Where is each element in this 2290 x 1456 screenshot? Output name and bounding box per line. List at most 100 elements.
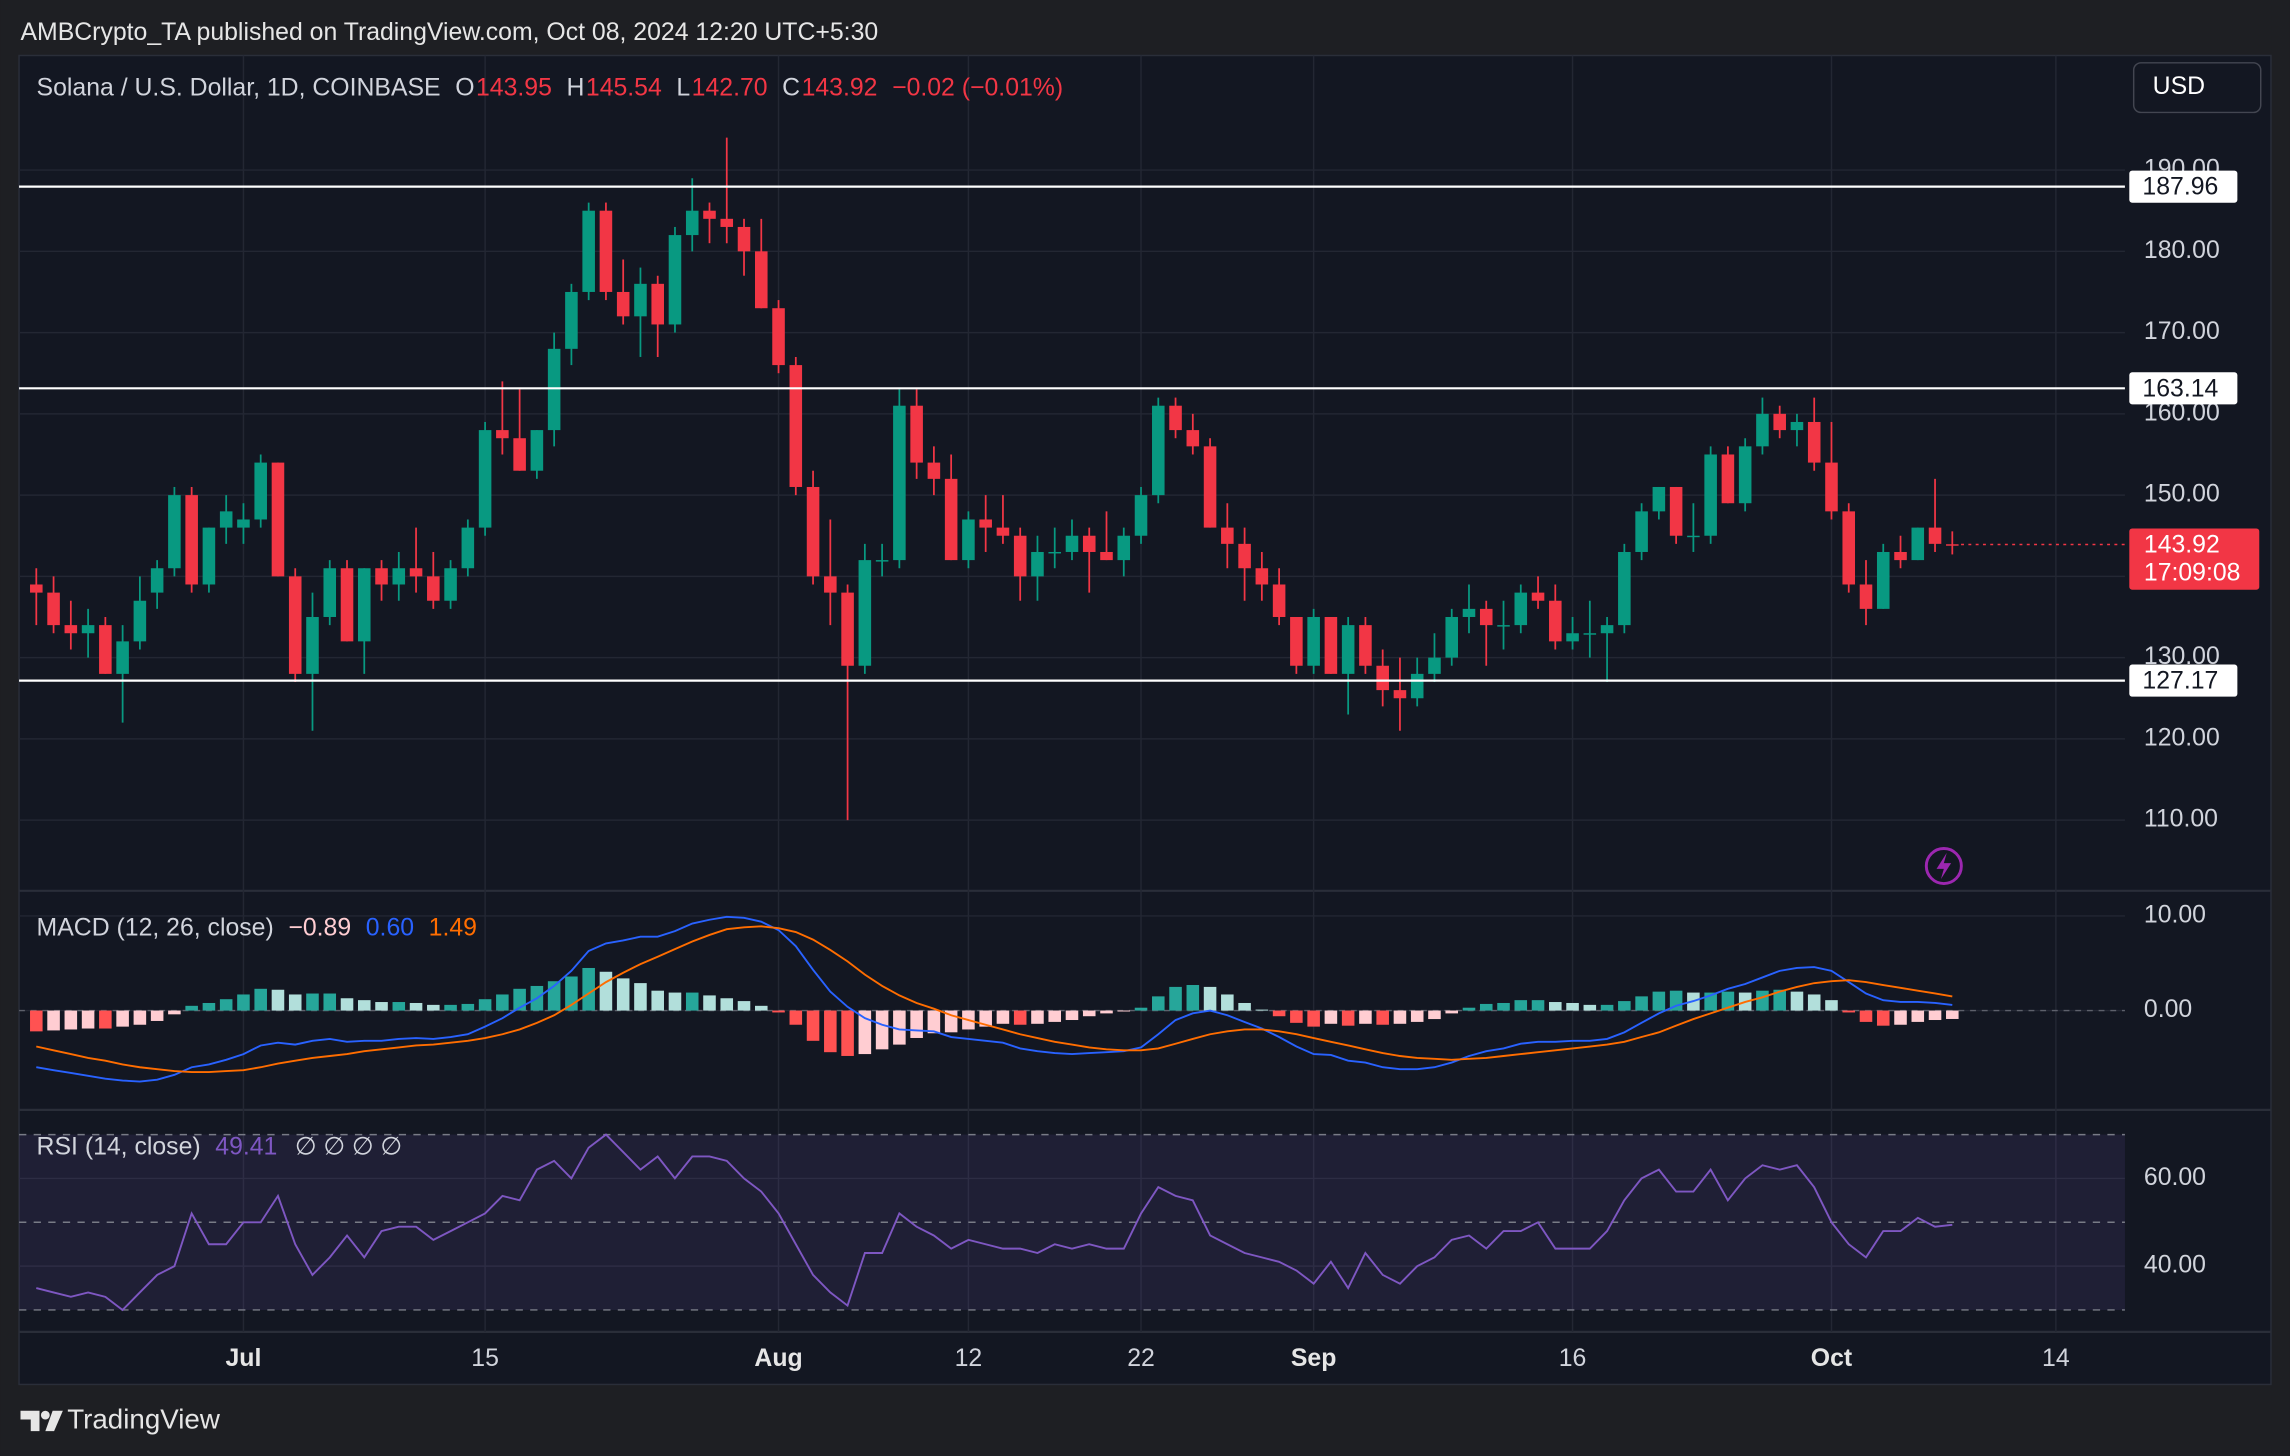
histogram-bar (841, 1010, 854, 1056)
candle-body (1324, 616, 1338, 674)
histogram-bar (720, 998, 734, 1011)
histogram-bar (1134, 1007, 1148, 1011)
candle-body (1428, 657, 1441, 674)
histogram-bar (461, 1003, 475, 1011)
histogram-bar (340, 998, 354, 1011)
candle-body (668, 235, 682, 325)
level-label-box (2129, 170, 2238, 203)
candle-body (1618, 551, 1631, 626)
histogram-bar (323, 993, 337, 1011)
histogram-bar (1859, 1010, 1873, 1022)
histogram-bar (168, 1010, 181, 1015)
candle-body (168, 495, 181, 569)
histogram-bar (202, 1002, 216, 1011)
candle-body (979, 519, 992, 528)
histogram-bar (99, 1010, 112, 1029)
histogram-bar (1082, 1010, 1096, 1017)
candle-body (237, 519, 250, 528)
candle-body (1652, 486, 1666, 512)
histogram-bar (858, 1010, 872, 1055)
candle-body (1583, 633, 1597, 635)
rsi-line (36, 1133, 1953, 1312)
candle-body (737, 226, 751, 252)
candle-body (1065, 535, 1079, 552)
candle-body (772, 308, 785, 366)
candle-body (1756, 413, 1769, 447)
histogram-bar (772, 1010, 785, 1013)
brand-logo: TradingView (20, 1403, 221, 1434)
candle-body (1272, 584, 1286, 617)
histogram-bar (478, 999, 492, 1011)
histogram-bar (1807, 994, 1821, 1011)
candle-body (1859, 584, 1873, 609)
candle-body (1721, 454, 1735, 504)
legend-value: 142.70 (692, 75, 768, 102)
candle-body (1687, 535, 1700, 538)
candle-body (1669, 486, 1683, 536)
candle-body (47, 592, 60, 626)
histogram-bar (668, 992, 682, 1011)
histogram-bar (582, 967, 595, 1011)
histogram-bar (651, 990, 664, 1011)
histogram-bar (1790, 991, 1804, 1011)
histogram-bar (427, 1004, 440, 1011)
candle-body (1031, 551, 1044, 577)
candle-body (64, 625, 78, 634)
candle-body (323, 568, 337, 617)
histogram-bar (1583, 1004, 1597, 1011)
candle-body (202, 527, 216, 585)
candle-body (1928, 527, 1942, 544)
button-label[interactable]: USD (2153, 73, 2205, 100)
logo-mark (45, 1410, 63, 1432)
candle-body (219, 511, 233, 528)
candle-body (1013, 535, 1027, 577)
publisher-line: AMBCrypto_TA published on TradingView.co… (21, 19, 879, 46)
candle-body (513, 438, 526, 471)
y-tick-label: 40.00 (2144, 1252, 2206, 1279)
level-label: 187.96 (2142, 174, 2218, 201)
candle-body (1341, 625, 1355, 674)
histogram-bar (599, 971, 613, 1011)
candle-body (1221, 527, 1234, 544)
candle-body (461, 527, 475, 569)
x-tick-label: 14 (2042, 1345, 2070, 1372)
histogram-bar (1359, 1010, 1372, 1024)
histogram-bar (1341, 1010, 1355, 1026)
candle-body (1238, 543, 1251, 569)
candle-body (1117, 535, 1131, 561)
y-tick-label: 10.00 (2144, 902, 2206, 929)
histogram-bar (1549, 1002, 1562, 1011)
macd-line (36, 915, 1953, 1083)
icon-ring[interactable] (1924, 847, 1963, 885)
candle-body (133, 600, 147, 642)
last-price-box (2129, 528, 2260, 590)
currency-button[interactable]: USD (2132, 62, 2262, 114)
histogram-bar (875, 1010, 889, 1050)
y-tick-label: 110.00 (2144, 806, 2218, 833)
logo-dot (40, 1410, 50, 1420)
histogram-bar (1773, 989, 1786, 1011)
histogram-bar (1445, 1010, 1459, 1014)
candle-body (1100, 551, 1113, 561)
candle-body (81, 625, 95, 634)
x-tick-label: 22 (1127, 1345, 1155, 1372)
last-price-label: 143.92 (2144, 532, 2220, 559)
button-frame[interactable] (2132, 62, 2262, 114)
legend-key: O (455, 75, 474, 102)
alert-icon[interactable] (1924, 847, 1963, 885)
candle-body (703, 210, 716, 219)
histogram-bar (1376, 1010, 1389, 1025)
histogram-bar (1393, 1010, 1407, 1024)
histogram-bar (1618, 1001, 1631, 1011)
candle-body (1082, 535, 1096, 552)
candle-body (1186, 430, 1200, 447)
histogram-bar (306, 993, 319, 1011)
histogram-bar (1169, 986, 1182, 1011)
histogram-bar (133, 1010, 147, 1025)
histogram-bar (219, 999, 233, 1011)
histogram-bar (1479, 1003, 1493, 1011)
histogram-bar (1894, 1010, 1907, 1025)
histogram-bar (1514, 1000, 1528, 1011)
icon-bolt[interactable] (1936, 852, 1952, 880)
